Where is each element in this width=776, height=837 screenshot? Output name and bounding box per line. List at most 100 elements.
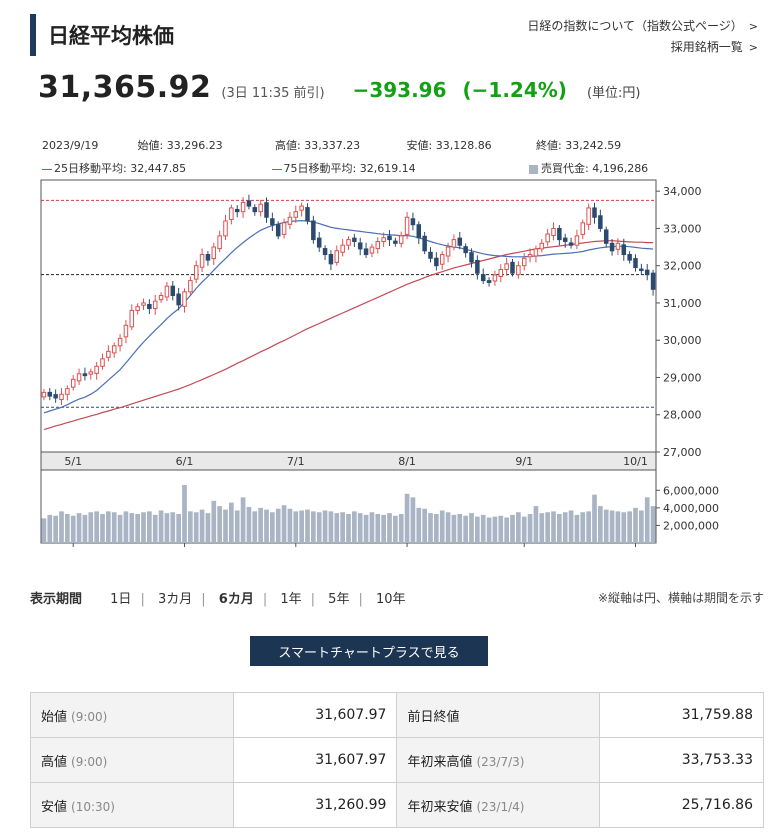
candle bbox=[557, 227, 562, 241]
volume-bar bbox=[205, 513, 211, 543]
volume-bar bbox=[76, 513, 82, 543]
candle bbox=[223, 220, 228, 237]
candle bbox=[533, 248, 539, 257]
volume-bar bbox=[592, 494, 597, 543]
candle bbox=[322, 248, 328, 256]
index-info-link[interactable]: 日経の指数について（指数公式ページ） > bbox=[527, 16, 758, 37]
volume-bar bbox=[557, 514, 562, 543]
volume-bar bbox=[129, 513, 135, 543]
candle bbox=[217, 235, 222, 250]
quote-row: 31,365.92 (3日 11:35 前引) −393.96 (−1.24%)… bbox=[38, 70, 640, 105]
volume-bar bbox=[47, 514, 53, 543]
candle bbox=[615, 242, 621, 250]
volume-bar bbox=[551, 511, 556, 543]
candle bbox=[229, 207, 234, 220]
volume-bar bbox=[639, 510, 644, 543]
quote-time: (3日 11:35 前引) bbox=[221, 86, 325, 101]
volume-bar bbox=[258, 507, 263, 543]
period-3m[interactable]: 3カ月 bbox=[157, 592, 193, 607]
volume-bar bbox=[521, 516, 527, 543]
candle bbox=[381, 237, 386, 242]
volume-bar bbox=[188, 511, 193, 543]
table-row: 高値 (9:00) 31,607.97 年初来高値 (23/7/3) 33,753.… bbox=[30, 737, 764, 783]
chart-legend: 25日移動平均: 32,447.85 75日移動平均: 32,619.14 売買… bbox=[42, 160, 648, 176]
stat-value: 31,759.88 bbox=[599, 692, 764, 738]
volume-bar bbox=[217, 506, 222, 543]
period-1d[interactable]: 1日 bbox=[110, 592, 132, 607]
volume-bar bbox=[375, 514, 381, 543]
x-tick-label: 8/1 bbox=[398, 455, 416, 468]
volume-bar bbox=[463, 515, 468, 543]
volume-bar bbox=[135, 514, 140, 543]
chevron-right-icon: > bbox=[748, 20, 758, 33]
volume-bar bbox=[152, 514, 158, 543]
candle bbox=[193, 265, 199, 280]
constituents-link[interactable]: 採用銘柄一覧 > bbox=[527, 37, 758, 58]
candle bbox=[639, 268, 644, 272]
volume-bar bbox=[527, 514, 533, 543]
volume-bar bbox=[381, 514, 386, 543]
candle bbox=[182, 291, 187, 307]
period-10y[interactable]: 10年 bbox=[375, 592, 406, 607]
volume-bar bbox=[357, 513, 363, 543]
volume-bar bbox=[287, 508, 293, 543]
volume-bar bbox=[398, 514, 404, 543]
candle bbox=[170, 285, 176, 297]
candle bbox=[340, 244, 345, 253]
candle bbox=[398, 235, 404, 244]
candle bbox=[100, 358, 105, 367]
volume-bar bbox=[264, 509, 269, 543]
volume-bar bbox=[410, 497, 416, 543]
candle bbox=[363, 248, 369, 256]
volume-bar bbox=[428, 513, 433, 543]
candle bbox=[586, 207, 591, 225]
candle bbox=[521, 257, 527, 267]
volume-bar bbox=[445, 512, 451, 543]
candle bbox=[598, 215, 603, 229]
y-tick-label: 34,000 bbox=[663, 185, 702, 198]
volume-bar bbox=[621, 512, 627, 543]
candle bbox=[111, 345, 117, 354]
stat-label: 安値 (10:30) bbox=[30, 782, 234, 828]
candle bbox=[457, 237, 463, 246]
volume-bar bbox=[457, 514, 463, 543]
y-tick-label: 31,000 bbox=[663, 297, 702, 310]
volume-bar bbox=[363, 514, 369, 543]
period-6m[interactable]: 6カ月 bbox=[218, 592, 254, 607]
candle bbox=[305, 207, 310, 222]
volume-bar bbox=[603, 509, 609, 543]
candle bbox=[445, 246, 451, 257]
candle bbox=[270, 218, 275, 226]
volume-bar bbox=[545, 512, 550, 543]
candle bbox=[334, 250, 340, 263]
volume-bar bbox=[492, 516, 498, 543]
period-5y[interactable]: 5年 bbox=[328, 592, 350, 607]
volume-bar bbox=[416, 507, 422, 543]
smart-chart-plus-button[interactable]: スマートチャートプラスで見る bbox=[250, 636, 488, 666]
volume-bar bbox=[311, 511, 316, 543]
volume-bar bbox=[533, 506, 539, 543]
volume-bar bbox=[644, 497, 650, 543]
volume-bar bbox=[633, 507, 638, 543]
candle bbox=[609, 242, 615, 252]
volume-bar bbox=[580, 512, 586, 543]
period-1y[interactable]: 1年 bbox=[280, 592, 302, 607]
y-tick-label: 32,000 bbox=[663, 260, 702, 273]
volume-bar bbox=[65, 514, 70, 543]
candle bbox=[147, 303, 152, 310]
candle bbox=[416, 224, 422, 239]
candle bbox=[439, 254, 445, 265]
volume-bar bbox=[469, 513, 474, 543]
x-tick-label: 5/1 bbox=[64, 455, 82, 468]
candle bbox=[434, 257, 439, 267]
volume-bar bbox=[439, 510, 445, 543]
candle bbox=[258, 203, 263, 213]
candle bbox=[352, 237, 357, 242]
volume-bar bbox=[568, 510, 574, 543]
volume-bar bbox=[211, 500, 217, 543]
volume-bar bbox=[141, 512, 146, 543]
candle bbox=[592, 207, 597, 218]
candle bbox=[246, 200, 252, 207]
volume-bar bbox=[176, 514, 181, 543]
candle bbox=[504, 263, 509, 270]
